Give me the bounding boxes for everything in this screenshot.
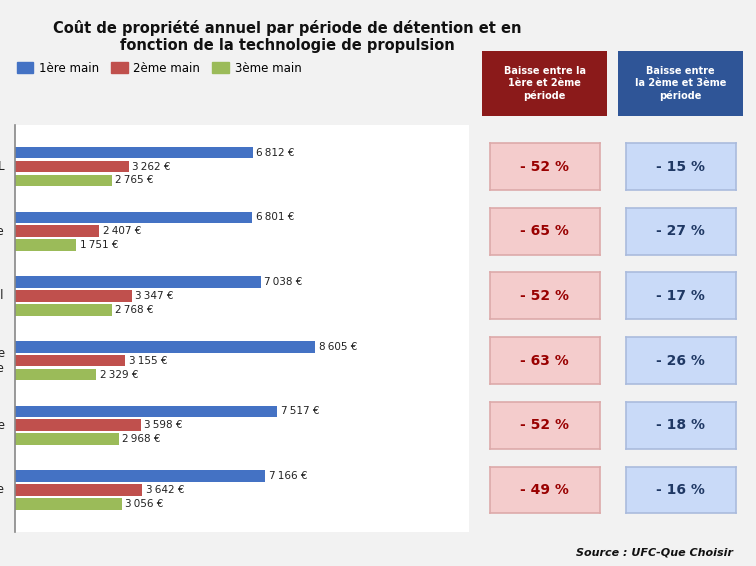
Bar bbox=[15, 175, 112, 186]
Bar bbox=[15, 419, 141, 431]
Text: 3 056 €: 3 056 € bbox=[125, 499, 163, 509]
Text: 1 751 €: 1 751 € bbox=[79, 240, 118, 250]
Text: - 65 %: - 65 % bbox=[520, 224, 569, 238]
Text: - 63 %: - 63 % bbox=[520, 354, 569, 368]
Text: 3 642 €: 3 642 € bbox=[146, 485, 184, 495]
Text: - 27 %: - 27 % bbox=[656, 224, 705, 238]
Bar bbox=[15, 434, 119, 445]
Bar bbox=[15, 147, 253, 158]
Text: 3 598 €: 3 598 € bbox=[144, 421, 183, 430]
Text: 2 765 €: 2 765 € bbox=[115, 175, 153, 186]
Bar bbox=[15, 341, 315, 353]
Text: - 15 %: - 15 % bbox=[656, 160, 705, 174]
Bar bbox=[15, 161, 129, 173]
Bar bbox=[15, 276, 261, 288]
Text: 3 155 €: 3 155 € bbox=[129, 355, 167, 366]
Text: - 52 %: - 52 % bbox=[520, 160, 569, 174]
Text: - 16 %: - 16 % bbox=[656, 483, 705, 497]
Text: 7 517 €: 7 517 € bbox=[281, 406, 319, 417]
Text: - 18 %: - 18 % bbox=[656, 418, 705, 432]
Text: 2 329 €: 2 329 € bbox=[100, 370, 138, 380]
Text: Baisse entre la
1ère et 2ème
période: Baisse entre la 1ère et 2ème période bbox=[503, 66, 586, 101]
Text: 7 038 €: 7 038 € bbox=[264, 277, 302, 287]
Text: 6 812 €: 6 812 € bbox=[256, 148, 295, 158]
Bar bbox=[15, 355, 125, 366]
Legend: 1ère main, 2ème main, 3ème main: 1ère main, 2ème main, 3ème main bbox=[12, 57, 306, 79]
Text: 8 605 €: 8 605 € bbox=[319, 342, 358, 351]
Bar bbox=[15, 225, 99, 237]
Bar bbox=[15, 484, 142, 496]
Text: 7 166 €: 7 166 € bbox=[268, 471, 307, 481]
Bar bbox=[15, 239, 76, 251]
Text: - 52 %: - 52 % bbox=[520, 418, 569, 432]
Text: 2 768 €: 2 768 € bbox=[115, 305, 153, 315]
Text: Source : UFC-Que Choisir: Source : UFC-Que Choisir bbox=[576, 547, 733, 558]
Text: - 49 %: - 49 % bbox=[520, 483, 569, 497]
Text: 2 968 €: 2 968 € bbox=[122, 434, 161, 444]
Text: Baisse entre
la 2ème et 3ème
période: Baisse entre la 2ème et 3ème période bbox=[635, 66, 727, 101]
Text: - 17 %: - 17 % bbox=[656, 289, 705, 303]
Bar bbox=[15, 304, 112, 316]
Bar bbox=[15, 290, 132, 302]
Text: - 26 %: - 26 % bbox=[656, 354, 705, 368]
Text: 3 347 €: 3 347 € bbox=[135, 291, 174, 301]
Text: 6 801 €: 6 801 € bbox=[256, 212, 294, 222]
Bar bbox=[15, 368, 96, 380]
Text: 2 407 €: 2 407 € bbox=[103, 226, 141, 236]
Text: Coût de propriété annuel par période de détention et en
fonction de la technolog: Coût de propriété annuel par période de … bbox=[53, 20, 522, 53]
Text: 3 262 €: 3 262 € bbox=[132, 161, 171, 171]
Text: - 52 %: - 52 % bbox=[520, 289, 569, 303]
Bar bbox=[15, 498, 122, 510]
Bar bbox=[15, 406, 277, 417]
Bar bbox=[15, 470, 265, 482]
Bar bbox=[15, 212, 253, 223]
